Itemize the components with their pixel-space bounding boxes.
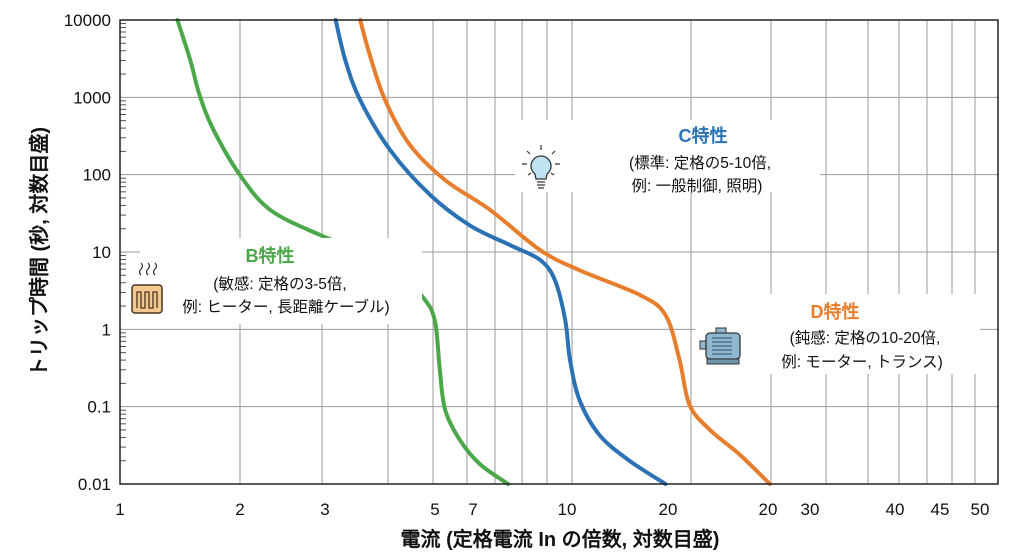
annotation-d: D特性 (鈍感: 定格の10-20倍, 例: モーター, トランス) xyxy=(695,294,980,374)
y-tick-labels: 10000 1000 100 10 1 0.1 0.01 xyxy=(64,11,111,494)
x-tick-label: 5 xyxy=(430,500,439,519)
annotation-d-line1: (鈍感: 定格の10-20倍, xyxy=(790,329,941,347)
x-tick-label: 7 xyxy=(468,500,477,519)
x-tick-label: 40 xyxy=(886,500,905,519)
annotation-d-title: D特性 xyxy=(811,301,860,322)
annotation-c-title: C特性 xyxy=(679,125,728,146)
y-tick-label: 10000 xyxy=(64,11,111,30)
x-tick-label: 50 xyxy=(971,500,990,519)
y-tick-label: 100 xyxy=(83,166,111,185)
light-bulb-icon xyxy=(522,145,560,189)
y-axis-title: トリップ時間 (秒, 対数目盛) xyxy=(27,127,51,377)
annotation-b-line2: 例: ヒーター, 長距離ケーブル) xyxy=(182,297,389,316)
y-tick-label: 1 xyxy=(102,320,111,339)
annotation-c: C特性 (標準: 定格の5-10倍, 例: 一般制御, 照明) xyxy=(515,120,820,195)
x-tick-label: 45 xyxy=(931,500,950,519)
annotation-b-title: B特性 xyxy=(246,245,295,266)
annotation-b: B特性 (敏感: 定格の3-5倍, 例: ヒーター, 長距離ケーブル) xyxy=(131,238,422,324)
annotation-b-line1: (敏感: 定格の3-5倍, xyxy=(213,275,346,293)
x-tick-label: 10 xyxy=(558,500,577,519)
annotation-c-bg xyxy=(515,120,820,192)
y-tick-label: 0.1 xyxy=(87,398,111,417)
x-tick-labels: 1 2 3 5 7 10 20 20 30 40 45 50 xyxy=(115,500,989,519)
x-tick-label: 3 xyxy=(320,500,329,519)
heater-icon xyxy=(131,262,163,314)
x-tick-label: 1 xyxy=(115,500,124,519)
x-tick-label: 20 xyxy=(759,500,778,519)
motor-icon xyxy=(699,327,741,365)
annotation-c-line2: 例: 一般制御, 照明) xyxy=(632,177,763,195)
x-tick-label: 2 xyxy=(235,500,244,519)
plot-frame xyxy=(119,19,999,485)
annotation-d-bg xyxy=(695,294,980,374)
annotation-c-line1: (標準: 定格の5-10倍, xyxy=(629,154,771,172)
y-tick-label: 10 xyxy=(92,243,111,262)
curve-d xyxy=(358,18,772,486)
x-tick-label: 20 xyxy=(659,500,678,519)
annotation-d-line2: 例: モーター, トランス) xyxy=(781,353,943,371)
y-tick-label: 1000 xyxy=(73,88,111,107)
x-tick-label: 30 xyxy=(801,500,820,519)
y-tick-label: 0.01 xyxy=(78,475,111,494)
x-axis-title: 電流 (定格電流 In の倍数, 対数目盛) xyxy=(401,527,720,551)
curve-c xyxy=(333,18,668,486)
annotation-b-bg xyxy=(140,238,422,324)
